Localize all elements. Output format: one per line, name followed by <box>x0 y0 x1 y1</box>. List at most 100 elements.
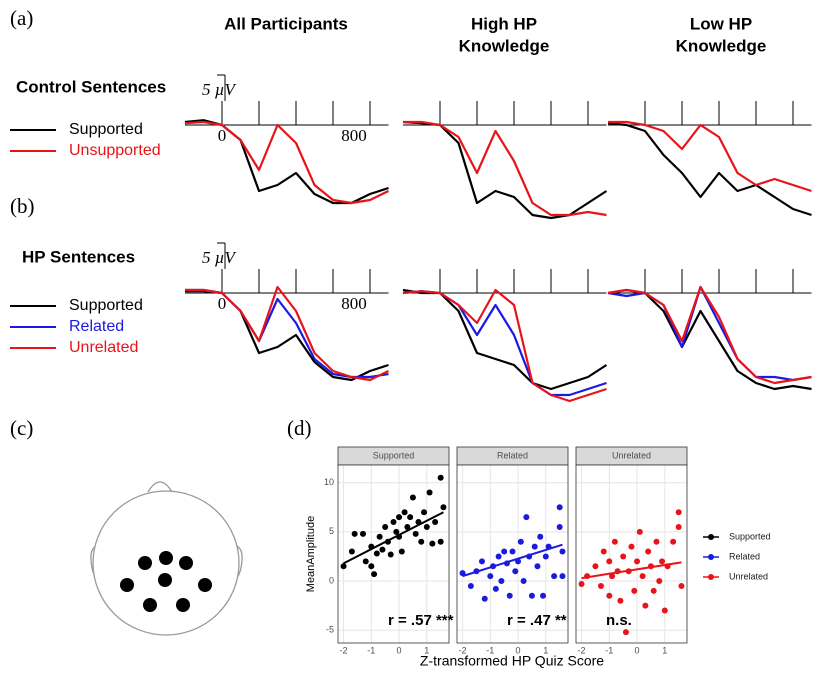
point <box>670 538 677 545</box>
column-title: All Participants <box>224 14 348 33</box>
y-tick-label: 5 <box>329 526 334 536</box>
plot-border <box>337 464 450 644</box>
annotation: n.s. <box>606 612 632 629</box>
fit-line <box>343 511 444 565</box>
point <box>592 563 599 570</box>
point <box>398 548 405 555</box>
point <box>659 558 666 565</box>
erp-line <box>184 120 389 205</box>
annotation: r = .47 ** <box>507 612 567 629</box>
point <box>622 629 629 636</box>
point <box>429 540 436 547</box>
legend-label: Supported <box>69 297 143 314</box>
point <box>437 474 444 481</box>
column-title: Knowledge <box>459 36 550 55</box>
point <box>556 504 563 511</box>
point <box>620 553 627 560</box>
fit-line <box>462 543 563 578</box>
point <box>606 592 613 599</box>
point <box>348 548 355 555</box>
point <box>600 548 607 555</box>
point <box>393 528 400 535</box>
x-tick-label: 1 <box>543 645 548 655</box>
point <box>373 550 380 557</box>
y-tick-label: -5 <box>326 625 334 635</box>
point <box>512 568 519 575</box>
point <box>368 563 375 570</box>
point <box>531 543 538 550</box>
point <box>487 573 494 580</box>
column-title: Knowledge <box>676 36 767 55</box>
point <box>467 582 474 589</box>
point <box>509 548 516 555</box>
point <box>440 504 447 511</box>
legend-label: Related <box>69 318 124 335</box>
point <box>495 553 502 560</box>
point <box>534 563 541 570</box>
point <box>376 533 383 540</box>
legend-label: Unrelated <box>729 571 768 581</box>
plot-border <box>575 464 688 644</box>
point <box>382 523 389 530</box>
panel-label: (a) <box>10 6 33 30</box>
point <box>418 538 425 545</box>
point <box>421 509 428 516</box>
panel-label: (b) <box>10 194 35 218</box>
point <box>653 538 660 545</box>
point <box>359 530 366 537</box>
point <box>396 514 403 521</box>
point <box>362 558 369 565</box>
point <box>656 578 663 585</box>
point <box>517 538 524 545</box>
x-tick-label: -2 <box>340 645 348 655</box>
column-title: High HP <box>471 14 537 33</box>
x-tick-label: 0 <box>397 645 402 655</box>
point <box>437 538 444 545</box>
point <box>520 578 527 585</box>
point <box>481 595 488 602</box>
erp-line <box>608 120 812 193</box>
point <box>423 523 430 530</box>
point <box>426 489 433 496</box>
point <box>432 519 439 526</box>
panel-label: (c) <box>10 416 33 440</box>
point <box>506 592 513 599</box>
x-tick-label: -2 <box>578 645 586 655</box>
legend-dot <box>708 554 714 560</box>
x-tick-label: -2 <box>459 645 467 655</box>
plot-border <box>456 464 569 644</box>
facet-label: Related <box>497 450 528 460</box>
x-tick-label: 0 <box>635 645 640 655</box>
point <box>650 587 657 594</box>
point <box>412 530 419 537</box>
scale-bar-label: 5 µV <box>202 80 238 99</box>
erp-line <box>607 285 812 385</box>
point <box>404 523 411 530</box>
legend-label: Supported <box>69 121 143 138</box>
x-tick-label: 800 <box>341 126 367 145</box>
point <box>371 571 378 578</box>
x-tick-label: -1 <box>367 645 375 655</box>
legend-label: Supported <box>729 531 771 541</box>
x-axis-title: Z-transformed HP Quiz Score <box>420 653 604 669</box>
erp-line <box>402 120 608 220</box>
point <box>387 551 394 558</box>
point <box>628 543 635 550</box>
legend-label: Related <box>729 551 760 561</box>
erp-line <box>402 288 608 391</box>
legend-dot <box>708 534 714 540</box>
point <box>492 585 499 592</box>
point <box>578 580 585 587</box>
point <box>636 528 643 535</box>
electrodes <box>120 551 212 612</box>
point <box>498 578 505 585</box>
erp-line <box>403 120 607 217</box>
erp-line <box>402 288 607 403</box>
facet-label: Supported <box>373 450 415 460</box>
plots: 0 800 5 µV Supported Unsupported 0 800 5 µV Supp… <box>10 74 812 669</box>
erp-line <box>185 285 389 382</box>
point <box>661 607 668 614</box>
point <box>523 514 530 521</box>
y-tick-label: 10 <box>324 477 334 487</box>
y-tick-label: 0 <box>329 575 334 585</box>
